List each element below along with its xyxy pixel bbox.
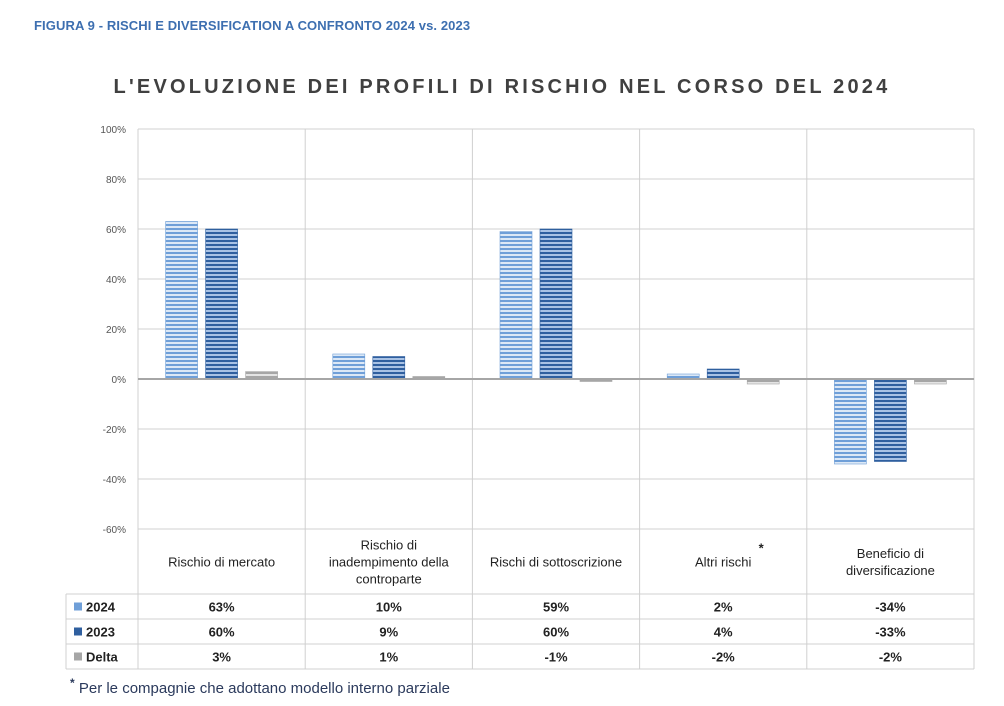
bar-2023 [372, 356, 406, 380]
y-tick-label: 100% [100, 125, 126, 136]
y-tick-label: 40% [106, 275, 126, 286]
category-marker: * [759, 541, 765, 556]
data-label: 1% [379, 650, 398, 665]
data-label: -2% [879, 650, 903, 665]
bar-2024 [332, 353, 366, 380]
category-label: Altri rischi [695, 555, 751, 570]
data-label: 60% [209, 625, 235, 640]
y-tick-label: 20% [106, 325, 126, 336]
legend-swatch-2024 [74, 602, 82, 611]
y-tick-label: 80% [106, 175, 126, 186]
chart-title: L'EVOLUZIONE DEI PROFILI DI RISCHIO NEL … [113, 76, 891, 98]
data-label: 63% [209, 600, 235, 615]
y-tick-label: -20% [103, 425, 126, 436]
bar-2024 [165, 221, 198, 380]
bar-2023 [874, 378, 907, 462]
footnote: * Per le compagnie che adottano modello … [70, 676, 450, 697]
figure-label: FIGURA 9 - RISCHI E DIVERSIFICATION A CO… [34, 18, 471, 33]
bar-2024 [834, 378, 867, 465]
data-label: -33% [875, 625, 906, 640]
y-tick-label: 60% [106, 225, 126, 236]
data-label: 10% [376, 600, 402, 615]
data-label: 2% [714, 600, 733, 615]
footnote-marker: * [70, 676, 75, 690]
legend-label-2023: 2023 [86, 625, 115, 640]
bar-2023 [205, 228, 238, 380]
y-tick-label: 0% [112, 375, 127, 386]
data-label: 3% [212, 650, 231, 665]
bar-delta [245, 371, 278, 380]
data-label: -34% [875, 600, 906, 615]
category-label: Rischio di inadempimento della controparte [329, 538, 450, 587]
category-label: Rischio di mercato [168, 555, 275, 570]
legend-swatch-2023 [74, 627, 82, 636]
y-tick-label: -60% [103, 525, 126, 536]
data-label: -1% [544, 650, 568, 665]
bar-2023 [706, 368, 740, 380]
category-label: Rischi di sottoscrizione [490, 555, 622, 570]
footnote-text: Per le compagnie che adottano modello in… [78, 680, 450, 697]
category-label: Beneficio di diversificazione [846, 546, 935, 578]
legend-swatch-delta [74, 652, 82, 661]
data-label: 9% [379, 625, 398, 640]
data-label: -2% [712, 650, 736, 665]
legend-label-2024: 2024 [86, 600, 116, 615]
data-label: 4% [714, 625, 733, 640]
y-tick-label: -40% [103, 475, 126, 486]
legend-label-delta: Delta [86, 650, 119, 665]
data-label: 60% [543, 625, 569, 640]
bar-2023 [539, 228, 573, 380]
bar-2024 [499, 231, 533, 380]
data-label: 59% [543, 600, 569, 615]
